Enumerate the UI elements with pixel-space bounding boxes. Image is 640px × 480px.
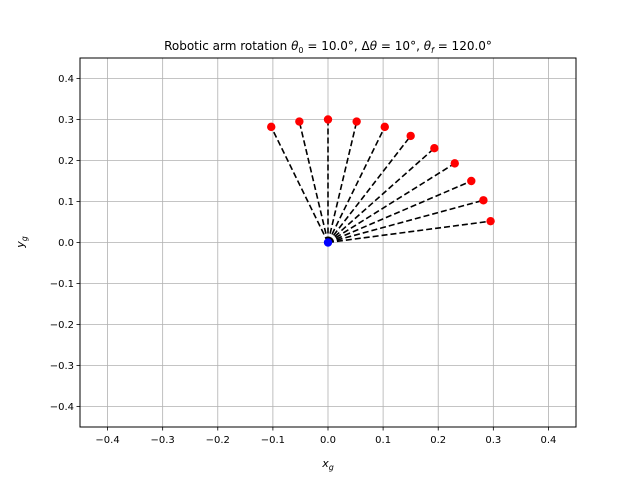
y-tick-label: 0.0 xyxy=(58,238,74,249)
y-tick-label: −0.2 xyxy=(50,320,74,331)
arm-tip-point xyxy=(406,131,415,141)
x-tick-label: 0.2 xyxy=(430,435,446,446)
arm-segment-line xyxy=(327,135,412,243)
x-tick-label: 0.1 xyxy=(375,435,391,446)
arm-tip-point xyxy=(430,144,439,153)
y-tick-label: 0.1 xyxy=(58,197,74,208)
arm-segment-line xyxy=(270,126,329,243)
y-tick-label: 0.2 xyxy=(58,156,74,167)
arm-segment-line xyxy=(327,162,456,244)
y-axis-label: yg xyxy=(14,236,29,249)
y-tick-label: −0.1 xyxy=(50,279,74,290)
y-tick-label: −0.4 xyxy=(50,402,74,413)
x-tick-label: −0.1 xyxy=(261,435,285,446)
y-tick-label: −0.3 xyxy=(50,361,74,372)
arm-segment-line xyxy=(327,126,386,243)
arm-tip-point xyxy=(352,117,361,126)
arm-segment-line xyxy=(327,147,435,244)
arm-tip-point xyxy=(467,176,476,186)
chart-title: Robotic arm rotation θ0 = 10.0°, Δθ = 10… xyxy=(164,39,492,55)
arm-tip-point xyxy=(486,216,495,226)
arm-segment-line xyxy=(327,121,358,243)
x-tick-label: 0.0 xyxy=(320,435,336,446)
x-tick-label: −0.3 xyxy=(151,435,175,446)
x-axis-label: xg xyxy=(321,457,334,472)
arm-tip-point xyxy=(380,122,389,132)
x-tick-label: −0.4 xyxy=(95,435,119,446)
arm-segment-line xyxy=(298,121,329,243)
arm-tip-point xyxy=(323,115,333,124)
arm-tip-point xyxy=(295,117,304,126)
arm-tip-point xyxy=(267,122,276,132)
arm-markers xyxy=(267,115,495,247)
x-tick-label: −0.2 xyxy=(206,435,230,446)
y-tick-label: 0.4 xyxy=(58,74,74,85)
y-axis-ticks: −0.4 −0.3 −0.2 −0.1 0.0 0.1 0.2 0.3 0.4 xyxy=(50,74,80,413)
arm-segment-line xyxy=(327,220,491,244)
x-tick-label: 0.3 xyxy=(485,435,501,446)
y-tick-label: 0.3 xyxy=(58,115,74,126)
x-tick-label: 0.4 xyxy=(540,435,556,446)
arm-tip-point xyxy=(479,196,488,205)
x-axis-ticks: −0.4 −0.3 −0.2 −0.1 0.0 0.1 0.2 0.3 0.4 xyxy=(95,427,556,446)
arm-lines xyxy=(270,119,491,244)
arm-base-point xyxy=(323,238,333,247)
arm-tip-point xyxy=(450,159,459,168)
arm-segment-line xyxy=(327,180,472,244)
